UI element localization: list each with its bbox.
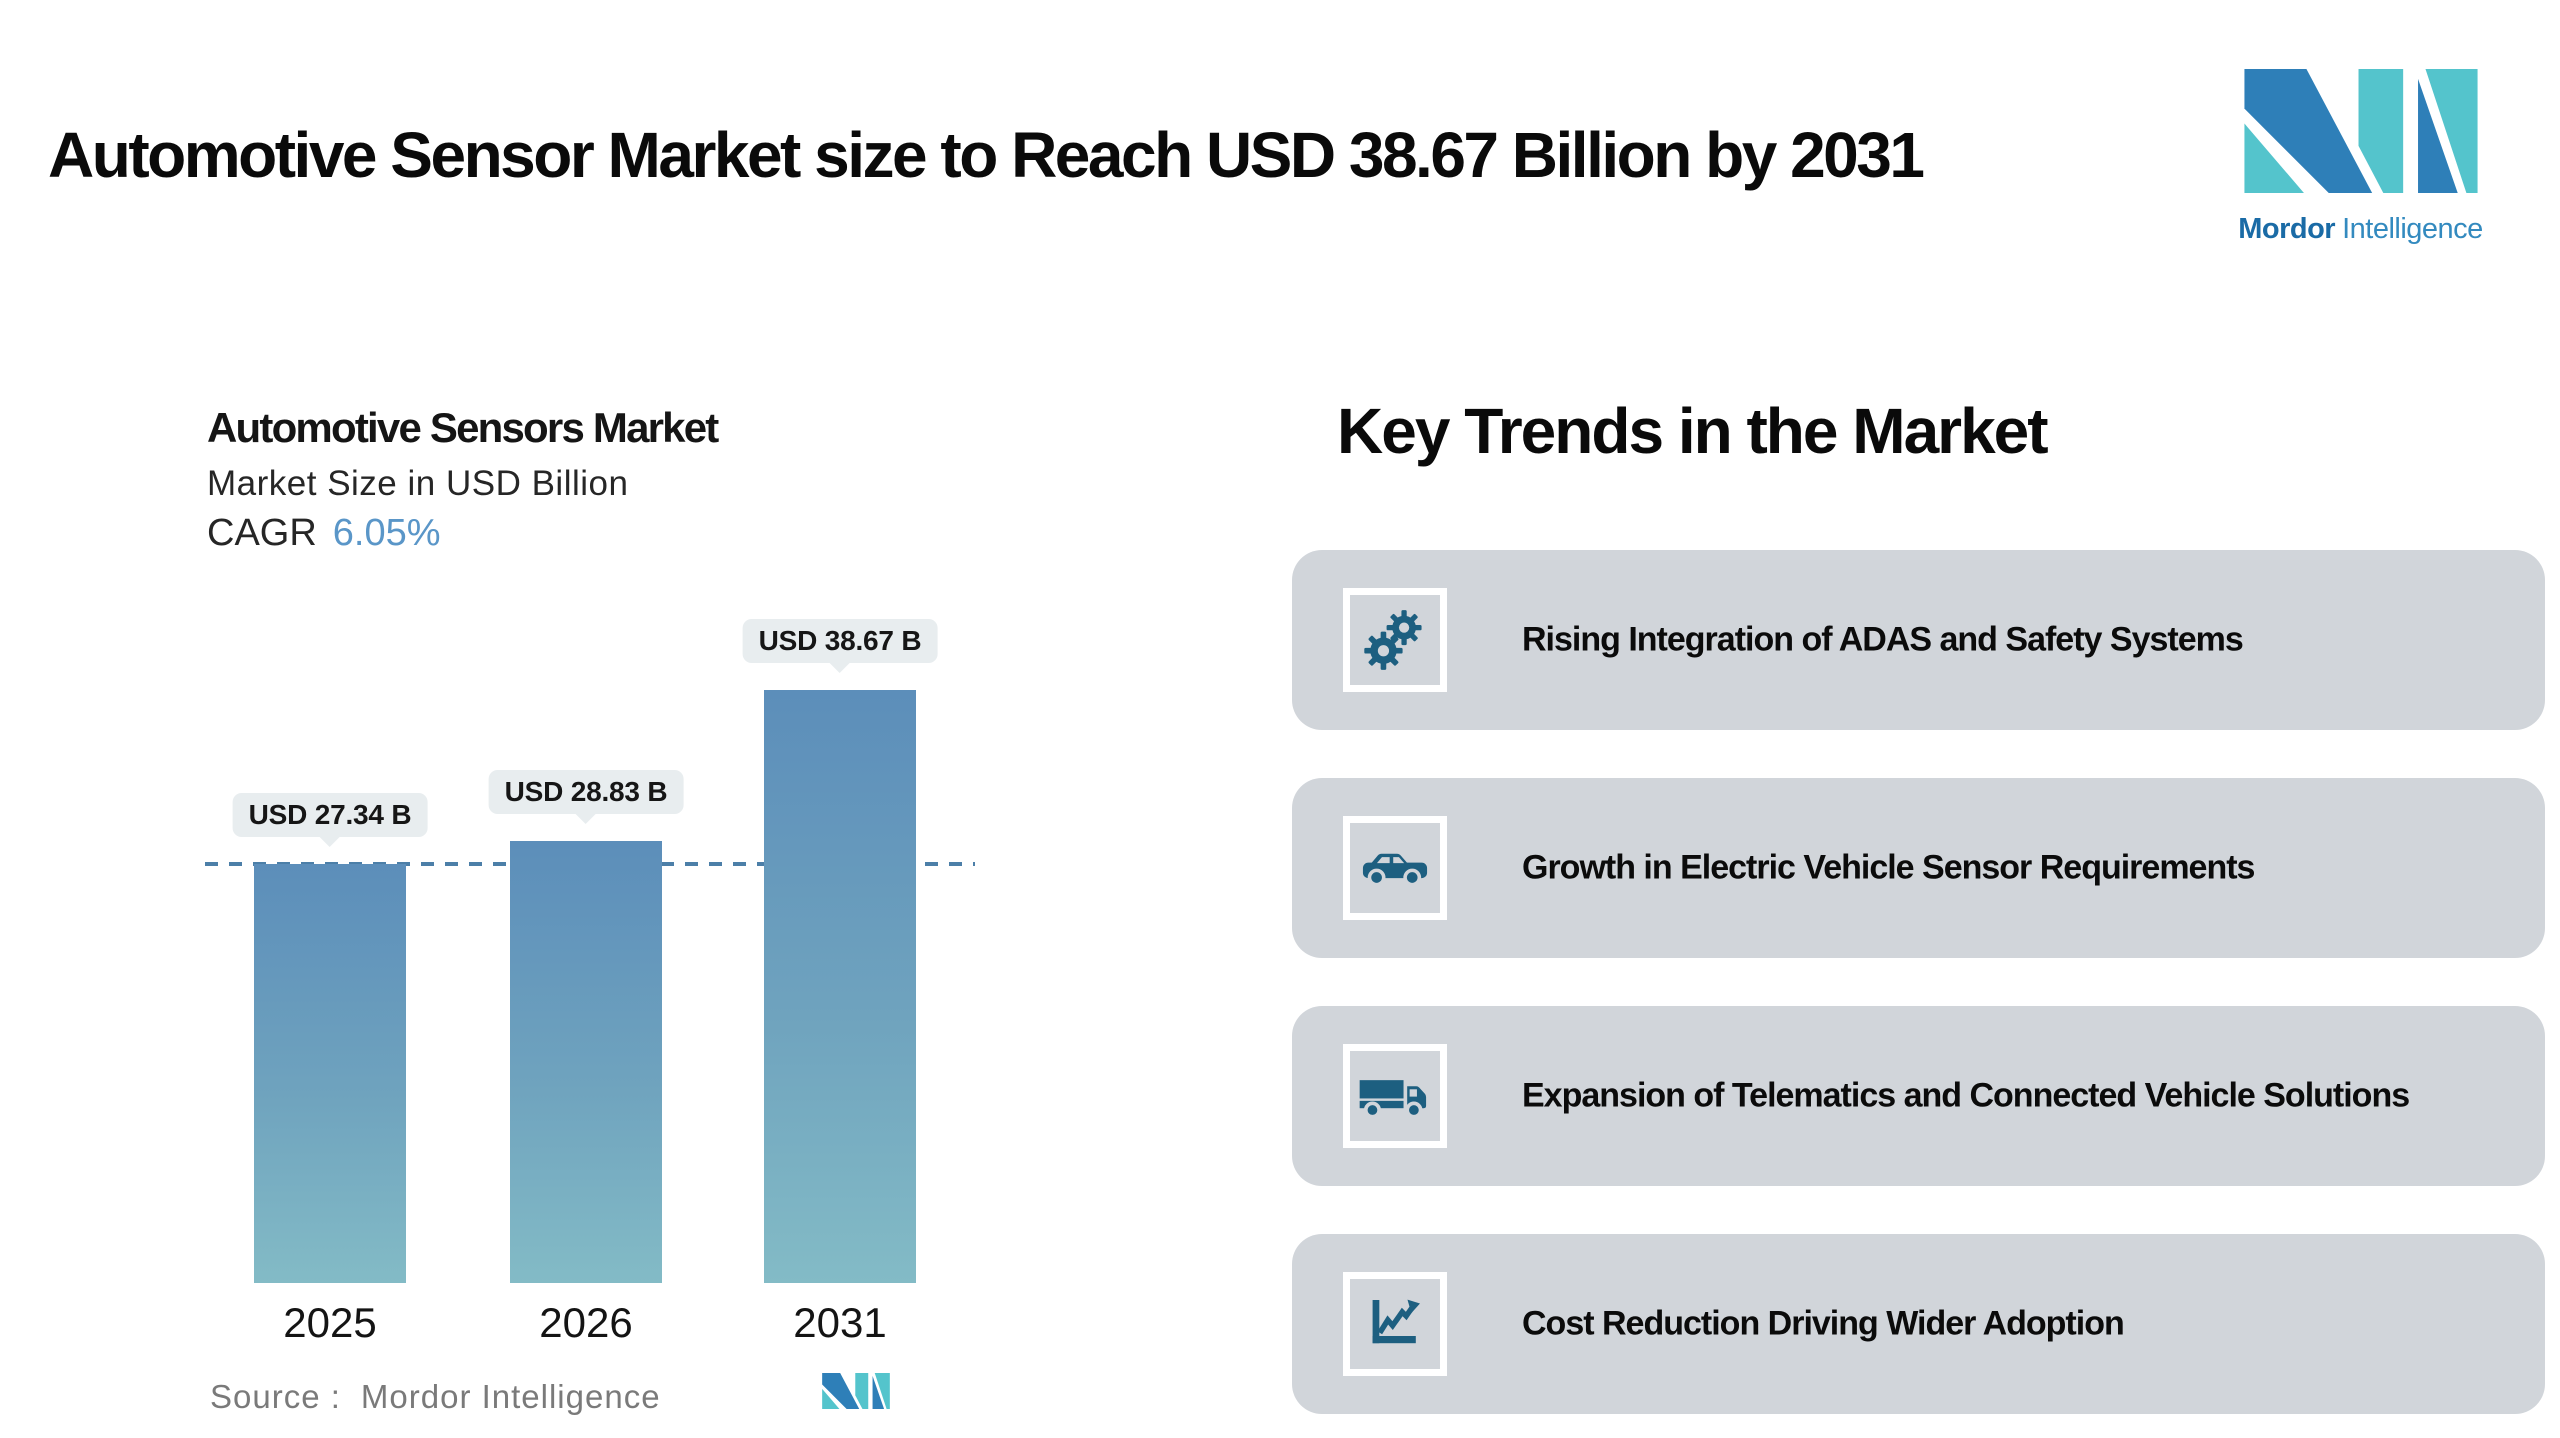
trend-card-ev: Growth in Electric Vehicle Sensor Requir… xyxy=(1292,778,2545,958)
axis-year-label: 2025 xyxy=(283,1299,377,1346)
market-chart-card: USD 27.34 B 2025 USD 28.83 B 2026 USD 38.67 … xyxy=(173,380,988,1432)
trend-label: Growth in Electric Vehicle Sensor Requir… xyxy=(1522,848,2255,887)
chart-title: Automotive Sensors Market xyxy=(207,404,719,451)
brand-name-bold: Mordor xyxy=(2238,213,2336,245)
brand-name: Mordor Intelligence xyxy=(2238,213,2483,246)
truck-icon xyxy=(1359,1080,1427,1119)
bar-rect xyxy=(764,690,916,1283)
value-label-bubble: USD 27.34 B xyxy=(232,793,428,837)
trend-icon-box xyxy=(1343,588,1447,692)
trend-icon-box xyxy=(1343,1272,1447,1376)
source-value: Mordor Intelligence xyxy=(360,1378,661,1415)
value-label-bubble: USD 38.67 B xyxy=(742,619,938,663)
bar-2025: USD 27.34 B 2025 xyxy=(232,793,428,1346)
trend-card-cost: Cost Reduction Driving Wider Adoption xyxy=(1292,1234,2545,1414)
value-label-bubble: USD 28.83 B xyxy=(488,770,684,814)
trend-icon-box xyxy=(1343,816,1447,920)
trends-heading: Key Trends in the Market xyxy=(1337,395,2049,467)
mordor-intelligence-logo-icon xyxy=(2243,69,2478,193)
axis-year-label: 2026 xyxy=(539,1299,633,1346)
gears-icon xyxy=(1364,610,1422,670)
trend-card-telematics: Expansion of Telematics and Connected Ve… xyxy=(1292,1006,2545,1186)
line-chart-icon xyxy=(1372,1299,1420,1344)
chart-subtitle: Market Size in USD Billion xyxy=(207,464,629,503)
trend-card-adas: Rising Integration of ADAS and Safety Sy… xyxy=(1292,550,2545,730)
axis-year-label: 2031 xyxy=(793,1299,887,1346)
brand-name-light: Intelligence xyxy=(2342,213,2483,245)
brand-logo-card: Mordor Intelligence xyxy=(2204,41,2517,318)
trend-icon-box xyxy=(1343,1044,1447,1148)
bar-rect xyxy=(254,864,406,1283)
page-title: Automotive Sensor Market size to Reach U… xyxy=(48,119,1925,191)
source-label: Source : xyxy=(210,1378,341,1415)
chart-plot: USD 27.34 B 2025 USD 28.83 B 2026 USD 38.67 … xyxy=(173,380,988,1432)
cagr-row: CAGR 6.05% xyxy=(207,512,441,555)
bar-2031: USD 38.67 B 2031 xyxy=(742,619,938,1346)
source-row: Source : Mordor Intelligence xyxy=(210,1378,661,1416)
bar-2026: USD 28.83 B 2026 xyxy=(488,770,684,1346)
cagr-value: 6.05% xyxy=(332,512,441,554)
mini-mordor-logo-icon xyxy=(822,1373,890,1409)
car-icon xyxy=(1362,853,1428,887)
cagr-label: CAGR xyxy=(207,512,317,554)
trend-label: Expansion of Telematics and Connected Ve… xyxy=(1522,1076,2410,1115)
trend-label: Rising Integration of ADAS and Safety Sy… xyxy=(1522,620,2244,659)
bar-rect xyxy=(510,841,662,1283)
trend-label: Cost Reduction Driving Wider Adoption xyxy=(1522,1304,2125,1343)
